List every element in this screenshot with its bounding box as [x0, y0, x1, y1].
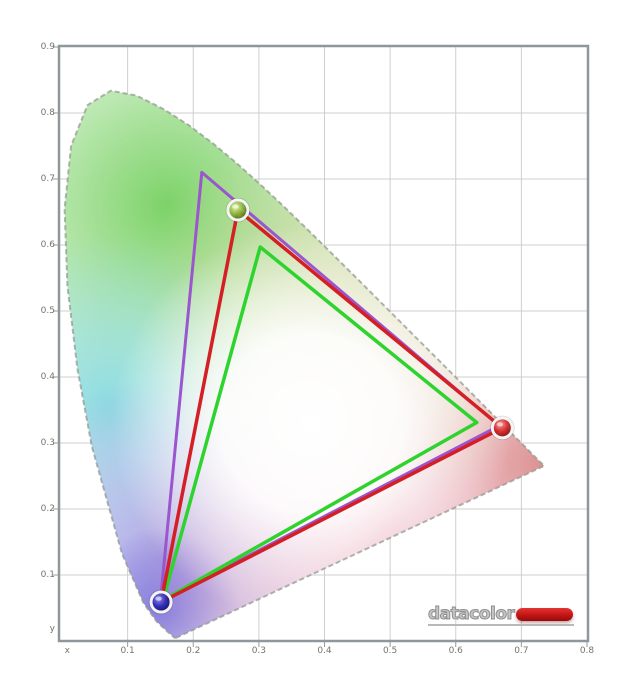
y-axis-letter: y: [49, 624, 55, 635]
plot-frame: [57, 44, 590, 643]
y-tick-label-0.6: 0.6: [40, 240, 55, 250]
y-tick-label-0.5: 0.5: [40, 306, 55, 316]
marker-sphere: [229, 201, 247, 219]
marker-highlight: [496, 422, 504, 427]
x-axis-letter: x: [64, 646, 70, 656]
x-tick-label-0.1: 0.1: [120, 646, 135, 656]
y-tick-label-0.7: 0.7: [40, 174, 55, 184]
marker-highlight: [155, 596, 162, 601]
datacolor-logo-swoosh: [516, 607, 574, 621]
marker-green-primary: [225, 197, 251, 223]
tick-marks: [53, 46, 588, 647]
locus-pastel-wash: [64, 90, 545, 638]
x-tick-label-0.4: 0.4: [317, 646, 332, 656]
x-tick-label-0.8: 0.8: [579, 646, 595, 656]
marker-red-primary: [490, 415, 515, 441]
y-tick-label-0.3: 0.3: [40, 438, 55, 448]
datacolor-logo: datacolor: [427, 601, 574, 627]
datacolor-logo-text: datacolor: [427, 604, 515, 625]
gamut-triangle-reference-gamut-wide: [158, 170, 501, 603]
marker-white-ring: [149, 590, 173, 614]
gamut-triangle-measured-gamut: [159, 208, 505, 604]
marker-sphere: [493, 419, 511, 437]
marker-sphere: [152, 593, 170, 611]
x-tick-label-0.6: 0.6: [448, 646, 463, 656]
y-tick-label-0.1: 0.1: [40, 570, 55, 580]
gamut-triangle-reference-gamut-srgb: [161, 245, 479, 602]
marker-white-ring: [226, 198, 250, 222]
marker-blue-primary: [148, 589, 174, 615]
x-tick-label-0.5: 0.5: [382, 646, 398, 656]
x-tick-label-0.2: 0.2: [186, 646, 201, 656]
spectral-locus-fill: [64, 90, 545, 638]
x-tick-label-0.3: 0.3: [251, 646, 267, 656]
y-tick-label-0.2: 0.2: [40, 504, 55, 514]
x-tick-label-0.7: 0.7: [514, 646, 529, 656]
marker-white-ring: [490, 416, 514, 440]
y-tick-label-0.9: 0.9: [40, 42, 55, 52]
spectral-locus-outline: [63, 89, 546, 639]
y-tick-label-0.4: 0.4: [40, 372, 55, 382]
y-tick-label-0.8: 0.8: [40, 108, 55, 118]
datacolor-logo-underline: [428, 624, 574, 626]
marker-highlight: [232, 204, 239, 209]
